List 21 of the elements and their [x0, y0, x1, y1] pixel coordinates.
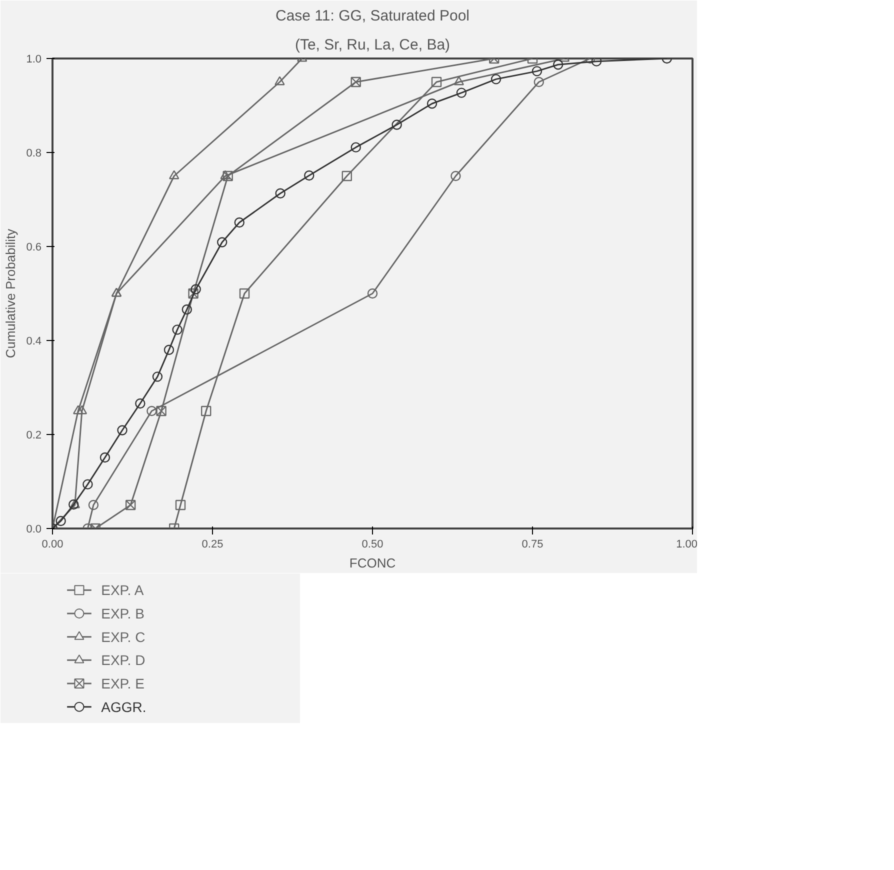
chart-subtitle: (Te, Sr, Ru, La, Ce, Ba) — [294, 36, 450, 54]
chart-title: Case 11: GG, Saturated Pool — [276, 8, 470, 24]
x-tick-label: 0.00 — [42, 538, 64, 550]
x-tick-label: 0.50 — [362, 538, 384, 550]
y-tick-label: 0.6 — [26, 242, 42, 254]
x-tick-label: 0.75 — [522, 538, 544, 550]
legend-label: EXP. C — [101, 628, 146, 645]
legend-label: AGGR. — [101, 698, 146, 715]
legend-label: EXP. E — [101, 676, 144, 692]
x-tick-label: 0.25 — [202, 538, 224, 550]
y-axis-title: Cumulative Probability — [3, 228, 18, 358]
x-tick-label: 1.00 — [676, 538, 698, 550]
x-axis-title: FCONC — [349, 556, 396, 570]
y-tick-label: 0.0 — [26, 524, 42, 536]
legend-label: EXP. A — [101, 582, 144, 598]
y-tick-label: 0.2 — [26, 430, 42, 442]
legend-label: EXP. B — [101, 606, 144, 622]
y-tick-label: 0.4 — [26, 336, 42, 348]
y-tick-label: 1.0 — [26, 54, 42, 66]
legend-label: EXP. D — [101, 652, 146, 668]
y-tick-label: 0.8 — [26, 148, 42, 160]
